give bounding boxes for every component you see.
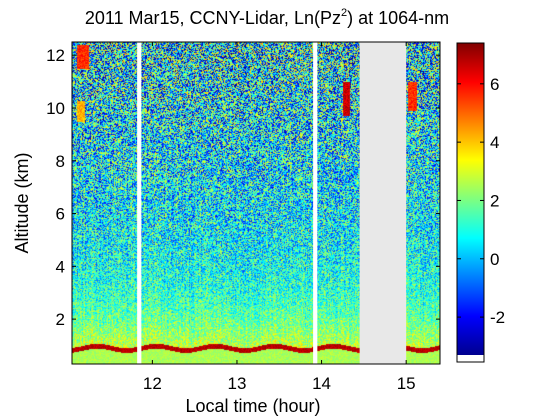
colorbar: -2 0 2 4 6	[456, 42, 505, 363]
y-axis-label: Altitude (km)	[12, 152, 32, 253]
x-tick-label: 14	[312, 374, 331, 393]
y-tick-label: 10	[46, 99, 65, 118]
colorbar-tick-label: -2	[490, 308, 505, 327]
colorbar-out-of-range	[457, 355, 484, 362]
y-axis: 2 4 6 8 10 12	[46, 46, 440, 329]
data-gap	[313, 42, 318, 364]
data-gaps	[137, 42, 407, 364]
chart-title: 2011 Mar15, CCNY-Lidar, Ln(Pz2) at 1064-…	[85, 7, 449, 28]
y-tick-label: 2	[56, 310, 65, 329]
x-tick-label: 15	[397, 374, 416, 393]
y-tick-label: 12	[46, 46, 65, 65]
x-axis: 12 13 14 15	[143, 42, 416, 393]
colorbar-tick-label: 2	[490, 191, 499, 210]
colorbar-ticks: -2 0 2 4 6	[457, 75, 505, 327]
y-tick-label: 4	[56, 257, 65, 276]
data-gap	[137, 42, 142, 364]
x-tick-label: 12	[143, 374, 162, 393]
plot-frame	[71, 41, 441, 365]
colorbar-tick-label: 6	[490, 75, 499, 94]
colorbar-gradient	[457, 43, 484, 355]
colorbar-frame	[456, 42, 485, 363]
colorbar-tick-label: 4	[490, 133, 499, 152]
colorbar-tick-label: 0	[490, 250, 499, 269]
data-gap	[359, 42, 407, 364]
x-tick-label: 13	[228, 374, 247, 393]
y-tick-label: 8	[56, 152, 65, 171]
x-axis-label: Local time (hour)	[185, 396, 320, 416]
plot-area	[72, 42, 440, 364]
y-tick-label: 6	[56, 205, 65, 224]
